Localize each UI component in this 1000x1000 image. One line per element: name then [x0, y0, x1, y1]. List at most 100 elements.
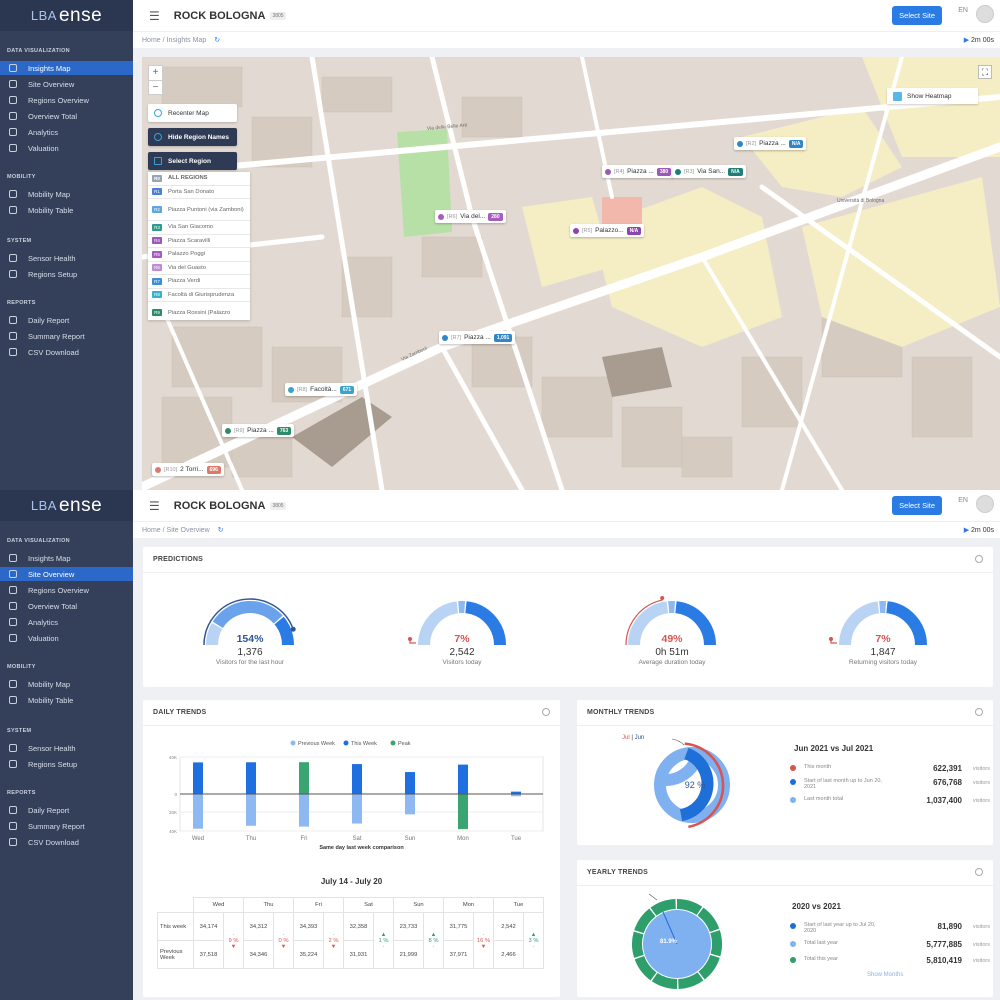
marker-code: [R2]	[746, 140, 757, 147]
map-region-marker[interactable]: [R9] Piazza ... 763	[222, 424, 295, 437]
legend-value: 5,810,419	[926, 956, 962, 965]
hide-names-label: Hide Region Names	[168, 133, 230, 141]
gauge-indicator	[625, 599, 663, 646]
options-icon[interactable]	[542, 708, 550, 716]
region-code-badge: R3	[152, 223, 162, 231]
sidebar-item-daily-report[interactable]: Daily Report	[0, 313, 133, 327]
sidebar-item-csv-download[interactable]: CSV Download	[0, 345, 133, 359]
map-region-marker[interactable]: [R7] Piazza ... 1,091	[439, 331, 516, 344]
zoom-out-button[interactable]: −	[149, 80, 162, 95]
region-list-item[interactable]: R8 Facoltà di Giurisprudenza	[148, 289, 250, 302]
map-region-marker[interactable]: [R5] Palazzo... N/A	[570, 224, 645, 237]
show-months-link[interactable]: Show Months	[867, 972, 904, 978]
region-list-item[interactable]: R6 Via del Guasto	[148, 262, 250, 275]
nav-icon	[9, 602, 17, 610]
sidebar-item-regions-setup[interactable]: Regions Setup	[0, 267, 133, 281]
avatar[interactable]	[976, 495, 994, 513]
map-region-marker[interactable]: [R3] Via San... N/A	[672, 165, 746, 178]
timer: ▶ 2m 00s	[964, 36, 994, 44]
map-region-marker[interactable]: [R6] Via del... 280	[435, 210, 506, 223]
region-code-badge: R1	[152, 188, 162, 196]
sidebar-item-analytics[interactable]: Analytics	[0, 615, 133, 629]
refresh-icon[interactable]: ↻	[214, 37, 221, 44]
region-list-item[interactable]: R0 ALL REGIONS	[148, 172, 250, 186]
breadcrumb-home[interactable]: Home	[142, 526, 161, 534]
gauge-segment-dark	[885, 601, 927, 646]
region-list-item[interactable]: R5 Palazzo Poggi	[148, 248, 250, 262]
nav-icon	[9, 112, 17, 120]
play-icon[interactable]: ▶	[963, 527, 970, 534]
sidebar-item-csv-download[interactable]: CSV Download	[0, 835, 133, 849]
sidebar-item-regions-overview[interactable]: Regions Overview	[0, 583, 133, 597]
map-region-marker[interactable]: [R8] Facoltà... 671	[285, 383, 358, 396]
sidebar-item-daily-report[interactable]: Daily Report	[0, 803, 133, 817]
hide-region-names-button[interactable]: Hide Region Names	[148, 128, 237, 146]
checkbox-icon[interactable]	[893, 91, 902, 101]
bar-this-week	[352, 764, 362, 794]
sidebar-item-overview-total[interactable]: Overview Total	[0, 599, 133, 613]
region-list-item[interactable]: R2 Piazza Puntoni (via Zamboni)	[148, 199, 250, 221]
select-site-button[interactable]: Select Site	[892, 496, 942, 515]
play-icon[interactable]: ▶	[963, 37, 970, 44]
nav-icon	[9, 744, 17, 752]
zoom-in-button[interactable]: +	[152, 67, 159, 78]
map-region-marker[interactable]: [R2] Piazza ... N/A	[734, 137, 807, 150]
sidebar-item-sensor-health[interactable]: Sensor Health	[0, 741, 133, 755]
sidebar-item-mobility-map[interactable]: Mobility Map	[0, 677, 133, 691]
sidebar-item-regions-setup[interactable]: Regions Setup	[0, 757, 133, 771]
marker-name: Via del...	[460, 213, 486, 220]
sidebar-section-title: DATA VISUALIZATION	[7, 48, 70, 54]
sidebar-item-mobility-table[interactable]: Mobility Table	[0, 203, 133, 217]
sidebar-item-label: Valuation	[28, 143, 59, 153]
bar-previous-week	[246, 794, 256, 826]
sidebar-item-insights-map[interactable]: Insights Map	[0, 551, 133, 565]
sidebar-item-valuation[interactable]: Valuation	[0, 141, 133, 155]
map[interactable]: Via delle Belle Arti Via Zamboni Univers…	[142, 57, 1000, 490]
donut-total-this-year-segment	[676, 899, 703, 916]
recenter-map-button[interactable]: Recenter Map	[148, 104, 237, 122]
options-icon[interactable]	[975, 555, 983, 563]
region-list-item[interactable]: R1 Porta San Donato	[148, 186, 250, 199]
sidebar-item-insights-map[interactable]: Insights Map	[0, 61, 133, 75]
fullscreen-icon[interactable]: ⛶	[978, 65, 992, 79]
sidebar-item-sensor-health[interactable]: Sensor Health	[0, 251, 133, 265]
sidebar-item-analytics[interactable]: Analytics	[0, 125, 133, 139]
avatar[interactable]	[976, 5, 994, 23]
region-list-item[interactable]: R7 Piazza Verdi	[148, 275, 250, 289]
options-icon[interactable]	[975, 868, 983, 876]
language-selector[interactable]: EN	[958, 7, 968, 14]
sidebar-section-title: SYSTEM	[7, 238, 32, 244]
menu-icon[interactable]: ☰	[149, 8, 160, 23]
sidebar-item-regions-overview[interactable]: Regions Overview	[0, 93, 133, 107]
sidebar-item-valuation[interactable]: Valuation	[0, 631, 133, 645]
region-list-item[interactable]: R9 Piazza Rossini (Palazzo	[148, 302, 250, 320]
sidebar-item-mobility-map[interactable]: Mobility Map	[0, 187, 133, 201]
breadcrumb-home[interactable]: Home	[142, 36, 161, 44]
region-list-item[interactable]: R4 Piazza Scaravilli	[148, 235, 250, 248]
sidebar-item-mobility-table[interactable]: Mobility Table	[0, 693, 133, 707]
marker-dot-icon	[737, 140, 743, 147]
donut-total-this-year-segment	[697, 907, 720, 933]
language-selector[interactable]: EN	[958, 497, 968, 504]
region-code-badge: R9	[152, 309, 162, 316]
map-region-marker[interactable]: [R4] Piazza ... 380	[602, 165, 675, 178]
sidebar-item-overview-total[interactable]: Overview Total	[0, 109, 133, 123]
nav-icon	[9, 696, 17, 704]
map-tiles[interactable]: Via delle Belle Arti Via Zamboni Univers…	[142, 57, 1000, 490]
refresh-icon[interactable]: ↻	[217, 527, 224, 534]
map-region-marker[interactable]: [R10] 2 Torri... 696	[152, 463, 224, 476]
options-icon[interactable]	[975, 708, 983, 716]
select-region-button[interactable]: Select Region	[148, 152, 237, 170]
sidebar-item-site-overview[interactable]: Site Overview	[0, 567, 133, 581]
show-heatmap-toggle[interactable]: Show Heatmap	[887, 88, 978, 104]
nav-icon	[9, 96, 17, 104]
nav-icon	[9, 270, 17, 278]
sidebar-item-site-overview[interactable]: Site Overview	[0, 77, 133, 91]
region-list-item[interactable]: R3 Via San Giacomo	[148, 221, 250, 235]
sidebar-item-summary-report[interactable]: Summary Report	[0, 819, 133, 833]
sidebar-item-summary-report[interactable]: Summary Report	[0, 329, 133, 343]
gauge-segment-light	[206, 623, 223, 646]
select-site-button[interactable]: Select Site	[892, 6, 942, 25]
region-list[interactable]: R0 ALL REGIONS R1 Porta San Donato R2 Piazza …	[148, 172, 250, 320]
menu-icon[interactable]: ☰	[149, 498, 160, 513]
